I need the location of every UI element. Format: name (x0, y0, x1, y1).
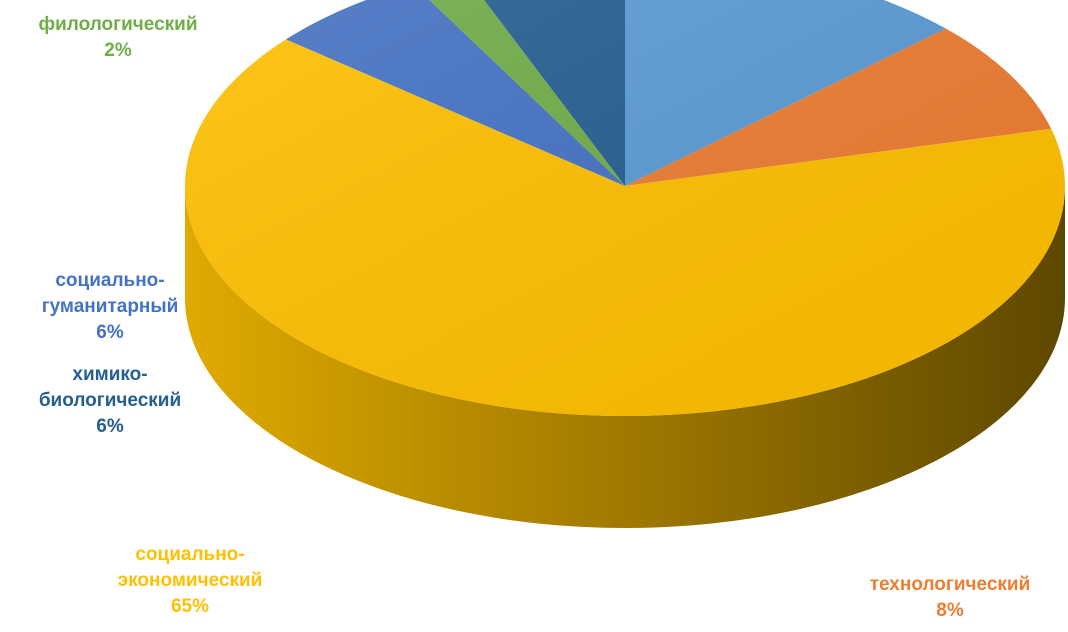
pie-top-layer (185, 0, 1066, 416)
label-sociohumanitarian: социально- гуманитарный 6% (0, 268, 220, 346)
label-chembio-name2: биологический (38, 390, 182, 411)
label-chembio-pct: 6% (96, 416, 124, 437)
label-philological-name: филологический (38, 14, 198, 35)
pie-side-layer (185, 186, 1065, 528)
label-philological: филологический 2% (8, 12, 228, 64)
label-sociohumanitarian-pct: 6% (96, 322, 124, 343)
label-technological: технологический 8% (840, 572, 1060, 624)
label-socioeconomic: социально- экономический 65% (80, 542, 300, 620)
label-philological-pct: 2% (104, 40, 132, 61)
pie-top-sheen (185, 0, 1065, 416)
label-sociohumanitarian-name2: гуманитарный (41, 296, 179, 317)
label-socioeconomic-pct: 65% (170, 596, 210, 617)
label-chembio-name1: химико- (72, 364, 148, 385)
pie-side-socioeconomic (185, 186, 1065, 528)
label-socioeconomic-name1: социально- (135, 544, 245, 565)
label-technological-name: технологический (869, 574, 1031, 595)
label-technological-pct: 8% (936, 600, 964, 621)
label-chembio: химико- биологический 6% (0, 362, 220, 440)
label-socioeconomic-name2: экономический (117, 570, 263, 591)
label-sociohumanitarian-name1: социально- (55, 270, 165, 291)
